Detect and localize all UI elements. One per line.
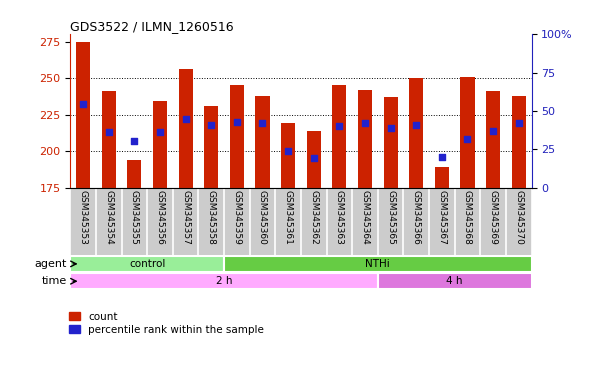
Text: GDS3522 / ILMN_1260516: GDS3522 / ILMN_1260516 [70,20,234,33]
Point [309,155,318,161]
Bar [435,167,449,187]
FancyBboxPatch shape [224,256,532,272]
Bar [384,97,398,187]
Bar [76,41,90,187]
Bar [307,131,321,187]
Bar [358,90,372,187]
Point [334,123,344,129]
Text: GSM345367: GSM345367 [437,190,447,245]
Bar [281,123,295,187]
FancyBboxPatch shape [70,273,378,289]
Text: GSM345356: GSM345356 [155,190,164,245]
Point [181,116,191,122]
Point [232,119,242,125]
Text: GSM345368: GSM345368 [463,190,472,245]
Bar [101,91,115,187]
Text: GSM345358: GSM345358 [207,190,216,245]
Text: GSM345365: GSM345365 [386,190,395,245]
Bar [511,96,526,187]
Text: time: time [42,276,67,286]
Bar [178,70,192,187]
Text: GSM345354: GSM345354 [104,190,113,244]
Point [437,154,447,160]
Point [155,129,165,135]
Bar [230,85,244,187]
Point [258,120,268,126]
Legend: count, percentile rank within the sample: count, percentile rank within the sample [70,311,264,334]
Point [78,101,88,108]
Text: GSM345366: GSM345366 [412,190,421,245]
Point [463,136,472,142]
Text: 2 h: 2 h [216,276,232,286]
Bar [332,85,346,187]
Bar [486,91,500,187]
Text: agent: agent [35,259,67,269]
Point [488,127,498,134]
Text: GSM345363: GSM345363 [335,190,344,245]
Text: GSM345364: GSM345364 [360,190,370,244]
Bar [255,96,269,187]
FancyBboxPatch shape [70,256,224,272]
Text: GSM345359: GSM345359 [232,190,241,245]
Bar [461,77,475,187]
Bar [127,160,141,187]
Point [130,138,139,144]
Text: NTHi: NTHi [365,259,390,269]
Point [411,122,421,128]
Text: GSM345357: GSM345357 [181,190,190,245]
Point [514,120,524,126]
Bar [204,106,218,187]
Text: GSM345355: GSM345355 [130,190,139,245]
Text: 4 h: 4 h [447,276,463,286]
Text: GSM345362: GSM345362 [309,190,318,244]
Text: GSM345370: GSM345370 [514,190,523,245]
Point [386,125,395,131]
Bar [153,101,167,187]
Text: control: control [129,259,166,269]
Point [104,129,114,135]
Bar [409,78,423,187]
Point [360,120,370,126]
Point [207,122,216,128]
Point [284,148,293,154]
Text: GSM345361: GSM345361 [284,190,293,245]
Text: GSM345353: GSM345353 [79,190,87,245]
FancyBboxPatch shape [378,273,532,289]
Text: GSM345360: GSM345360 [258,190,267,245]
Text: GSM345369: GSM345369 [489,190,497,245]
